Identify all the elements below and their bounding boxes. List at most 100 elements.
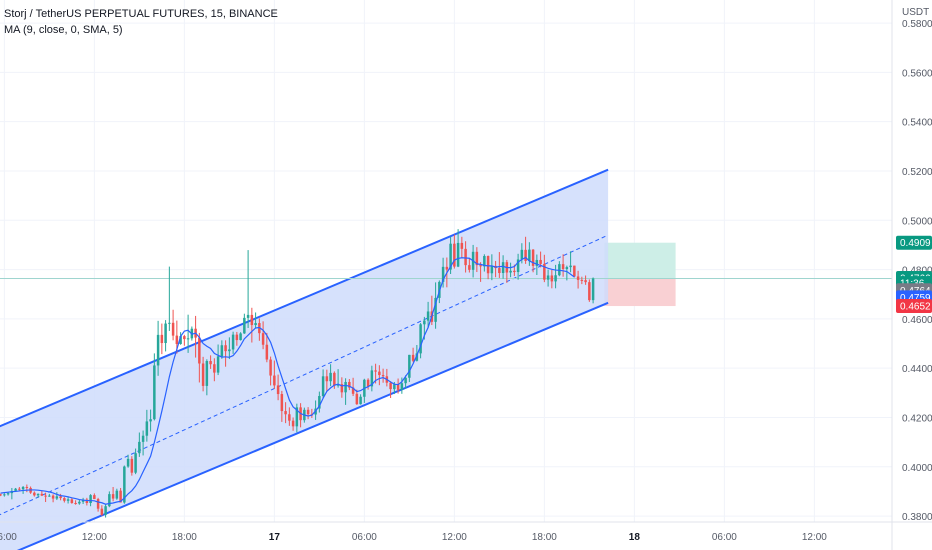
candle-body	[209, 361, 212, 365]
candle-body	[509, 270, 512, 273]
price-tick-label: 0.4200	[902, 413, 932, 424]
candle	[565, 265, 569, 281]
candle-body	[464, 248, 467, 266]
candle	[524, 236, 527, 264]
candle-body	[325, 376, 329, 382]
candle	[239, 332, 242, 341]
time-tick-label: 17	[269, 532, 281, 543]
price-tick-label: 0.5400	[902, 118, 932, 129]
candle-body	[59, 496, 62, 499]
candle	[70, 498, 74, 504]
time-tick-label: 06:00	[352, 532, 377, 543]
candle-body	[295, 407, 299, 427]
candle	[160, 323, 164, 355]
candle	[246, 250, 250, 328]
candle	[55, 492, 59, 501]
price-tick-label: 0.4400	[902, 364, 932, 375]
price-tick-label: 0.4000	[902, 463, 932, 474]
candle-body	[186, 338, 190, 340]
price-tick-label: 0.3800	[902, 512, 932, 523]
candle	[153, 353, 156, 421]
candle-body	[25, 486, 29, 488]
candle-body	[513, 270, 516, 273]
candle-body	[393, 384, 396, 390]
candle-body	[321, 376, 325, 397]
candle-body	[235, 334, 239, 341]
candle	[228, 337, 231, 360]
candle	[141, 430, 145, 456]
candle	[576, 270, 580, 289]
candle-body	[333, 372, 336, 386]
candle-body	[306, 409, 310, 415]
candle	[509, 262, 512, 278]
candle-body	[55, 496, 59, 499]
candle	[156, 320, 160, 376]
candle	[33, 491, 36, 497]
candle-body	[96, 499, 100, 509]
candle	[325, 369, 329, 392]
time-axis[interactable]: 06:00 12:00 18:00 17 06:00 12:00 18:00 18 06:00 1…	[0, 521, 932, 543]
candle	[378, 365, 381, 386]
candle-body	[119, 490, 122, 503]
candle-body	[565, 267, 569, 270]
candle	[74, 500, 77, 505]
candle-body	[201, 363, 205, 386]
candle-body	[280, 394, 284, 412]
candle-body	[415, 353, 419, 361]
candle-body	[89, 495, 92, 504]
candle-body	[516, 259, 520, 273]
candle	[456, 229, 460, 268]
price-tick-label: 0.4600	[902, 315, 932, 326]
candle	[453, 234, 456, 269]
candle	[344, 378, 347, 405]
candle-body	[213, 364, 216, 373]
candle	[269, 356, 272, 386]
candle-body	[501, 262, 505, 274]
indicator-legend[interactable]: MA (9, close, 0, SMA, 5)	[4, 24, 123, 36]
candle-body	[224, 345, 227, 352]
candle-body	[104, 506, 107, 515]
candle	[321, 369, 325, 398]
candle-body	[554, 275, 557, 282]
candle-body	[265, 344, 269, 360]
candle	[333, 371, 336, 389]
candle-body	[145, 421, 149, 436]
candle-body	[14, 488, 17, 491]
parallel-channel[interactable]	[0, 168, 609, 550]
candle-body	[591, 278, 595, 301]
candle-body	[63, 498, 66, 501]
candle-body	[539, 259, 542, 264]
candle-body	[126, 458, 130, 467]
candle-body	[205, 361, 209, 386]
candle	[96, 497, 100, 512]
candle-body	[216, 356, 220, 373]
candle	[460, 236, 464, 258]
candle-body	[0, 494, 2, 496]
candle-body	[70, 499, 74, 504]
candle-body	[273, 375, 276, 386]
candle	[235, 331, 239, 346]
candle	[0, 493, 2, 497]
candle	[126, 454, 130, 468]
candle	[171, 309, 175, 341]
candle	[44, 492, 47, 503]
candle-body	[531, 249, 535, 266]
candle-body	[164, 323, 167, 344]
candle-body	[434, 297, 437, 322]
candle	[149, 409, 152, 432]
candle-body	[269, 359, 272, 376]
candle	[359, 394, 362, 405]
candle-body	[456, 242, 460, 267]
candle	[40, 490, 44, 497]
candle-body	[36, 493, 40, 496]
candle	[381, 368, 385, 383]
candle	[396, 378, 400, 394]
candle	[404, 375, 407, 389]
candle-body	[138, 441, 141, 454]
candle	[254, 312, 257, 329]
candle-body	[123, 466, 126, 503]
candle-body	[231, 334, 235, 350]
candle	[288, 407, 291, 426]
symbol-title[interactable]: Storj / TetherUS PERPETUAL FUTURES, 15, …	[4, 8, 278, 20]
